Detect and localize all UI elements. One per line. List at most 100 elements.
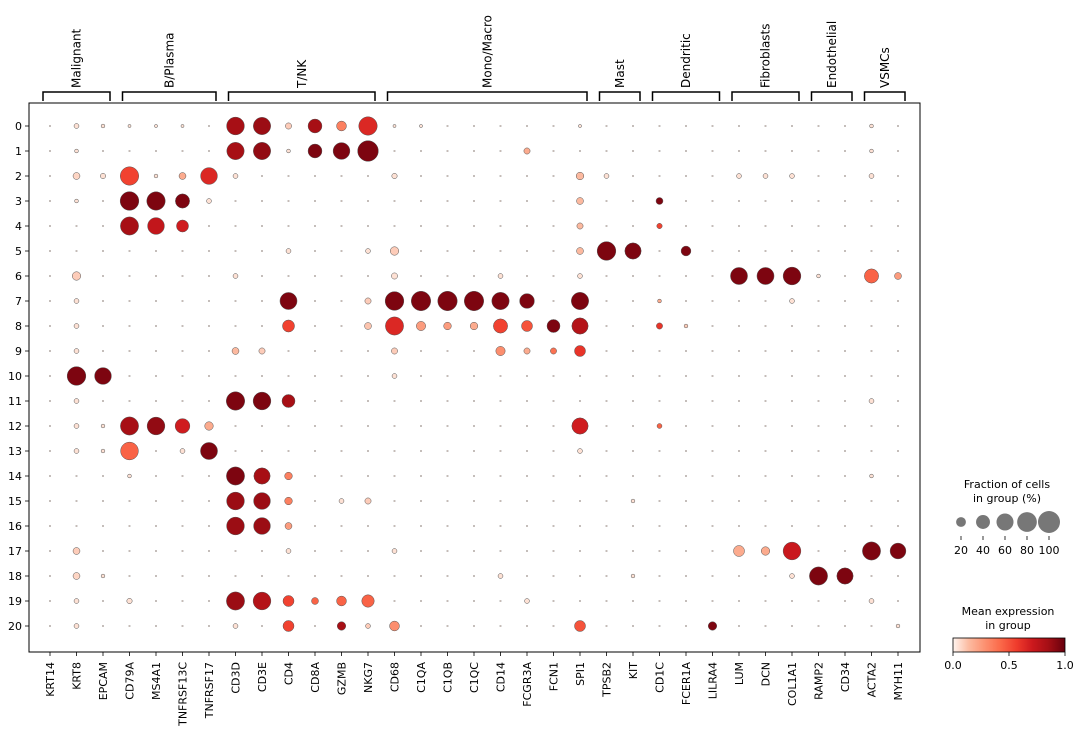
dot-6-COL1A1	[782, 266, 802, 286]
dot-17-LILRA4	[711, 550, 714, 552]
dot-1-KIT	[632, 150, 634, 152]
dot-18-SPI1	[579, 575, 581, 577]
dot-5-ACTA2	[870, 250, 873, 252]
dot-7-TNFRSF17	[208, 300, 210, 302]
dot-6-FCN1	[552, 275, 555, 277]
dot-5-CD14	[499, 250, 502, 252]
dot-5-EPCAM	[102, 250, 104, 252]
group-malignant-bracket	[42, 91, 111, 101]
x-tick-label-FCGR3A: FCGR3A	[521, 662, 534, 707]
dot-1-C1QB	[446, 150, 449, 152]
dot-11-CD8A	[314, 400, 316, 402]
dot-1-FCGR3A	[523, 147, 531, 155]
dot-14-TNFRSF13C	[181, 475, 184, 477]
y-tick-label-7: 7	[15, 295, 22, 308]
x-tick-label-CD34: CD34	[839, 662, 852, 692]
dot-17-KRT8	[72, 547, 81, 555]
dot-7-LILRA4	[711, 300, 714, 302]
dot-11-TNFRSF13C	[181, 400, 184, 402]
dot-5-LUM	[738, 250, 740, 252]
x-tick-label-NKG7: NKG7	[362, 662, 375, 693]
dot-12-GZMB	[340, 425, 343, 427]
dot-4-FCGR3A	[526, 225, 528, 227]
dot-9-FCER1A	[685, 350, 687, 352]
dot-18-CD3E	[261, 575, 263, 577]
dot-4-CD79A	[120, 216, 139, 236]
group-vsmcs-label: VSMCs	[878, 47, 892, 88]
dot-3-FCN1	[552, 200, 555, 202]
dot-19-C1QC	[473, 600, 475, 602]
dot-7-TNFRSF13C	[181, 300, 184, 302]
dot-9-C1QC	[473, 350, 475, 352]
x-tick-label-CD3D: CD3D	[230, 662, 243, 694]
dot-19-TNFRSF17	[208, 600, 210, 602]
dot-7-CD1C	[657, 298, 662, 304]
dot-5-NKG7	[365, 248, 371, 254]
group-endothelial-bracket	[810, 91, 853, 101]
dot-13-C1QA	[420, 450, 422, 452]
dot-5-FCGR3A	[526, 250, 528, 252]
y-tick-label-3: 3	[15, 195, 22, 208]
dot-14-KIT	[632, 475, 634, 477]
dot-18-CD1C	[658, 575, 661, 577]
dot-16-FCN1	[552, 525, 555, 527]
dot-12-LUM	[738, 425, 740, 427]
dot-14-CD34	[844, 475, 846, 477]
dot-10-KRT14	[49, 375, 51, 377]
dot-17-CD4	[285, 548, 292, 554]
dot-1-DCN	[764, 150, 767, 152]
dot-8-CD79A	[128, 325, 131, 327]
dot-1-CD1C	[658, 150, 661, 152]
dot-19-LILRA4	[711, 600, 714, 602]
dot-16-CD1C	[658, 525, 661, 527]
dot-15-CD14	[499, 500, 502, 502]
dot-14-FCER1A	[685, 475, 687, 477]
dot-7-TPSB2	[605, 300, 608, 302]
dot-4-MYH11	[897, 225, 899, 227]
dot-1-KRT8	[74, 148, 79, 154]
dot-0-EPCAM	[100, 123, 106, 129]
y-tick-label-9: 9	[15, 345, 22, 358]
dot-2-CD14	[499, 175, 502, 177]
dot-9-CD3D	[231, 347, 240, 355]
dot-16-CD68	[393, 525, 396, 527]
dot-15-RAMP2	[817, 500, 820, 502]
dot-15-COL1A1	[791, 500, 793, 502]
dot-11-C1QA	[420, 400, 422, 402]
group-mast-bracket	[598, 91, 641, 101]
dot-5-CD3D	[234, 250, 237, 252]
dot-0-CD68	[392, 124, 397, 128]
dot-5-KRT8	[75, 250, 78, 252]
dot-19-TNFRSF13C	[181, 600, 184, 602]
dot-3-CD4	[287, 200, 290, 202]
dot-8-SPI1	[571, 317, 589, 335]
dot-8-CD4	[282, 319, 295, 333]
dot-15-FCN1	[552, 500, 555, 502]
dot-17-LUM	[733, 545, 745, 557]
dot-11-TNFRSF17	[208, 400, 210, 402]
dot-10-COL1A1	[791, 375, 793, 377]
dot-2-C1QA	[420, 175, 422, 177]
dot-18-C1QC	[473, 575, 475, 577]
dot-1-SPI1	[579, 150, 581, 152]
dot-16-TPSB2	[605, 525, 608, 527]
dot-13-CD3D	[234, 450, 237, 452]
dot-0-CD3D	[226, 116, 245, 136]
x-tick-label-KRT14: KRT14	[44, 662, 57, 697]
dot-17-KIT	[632, 550, 634, 552]
dot-18-CD14	[497, 573, 504, 579]
dot-17-CD68	[391, 548, 398, 554]
dot-15-MYH11	[897, 500, 899, 502]
dot-11-CD4	[281, 394, 296, 408]
dot-5-TPSB2	[596, 241, 617, 261]
dot-8-CD8A	[314, 325, 316, 327]
dot-12-COL1A1	[791, 425, 793, 427]
dot-18-KRT8	[72, 572, 81, 580]
dot-18-NKG7	[367, 575, 369, 577]
dot-11-SPI1	[579, 400, 581, 402]
dot-3-MS4A1	[146, 191, 166, 211]
dot-11-CD79A	[128, 400, 131, 402]
y-tick-label-11: 11	[8, 395, 22, 408]
dot-19-NKG7	[361, 594, 375, 608]
